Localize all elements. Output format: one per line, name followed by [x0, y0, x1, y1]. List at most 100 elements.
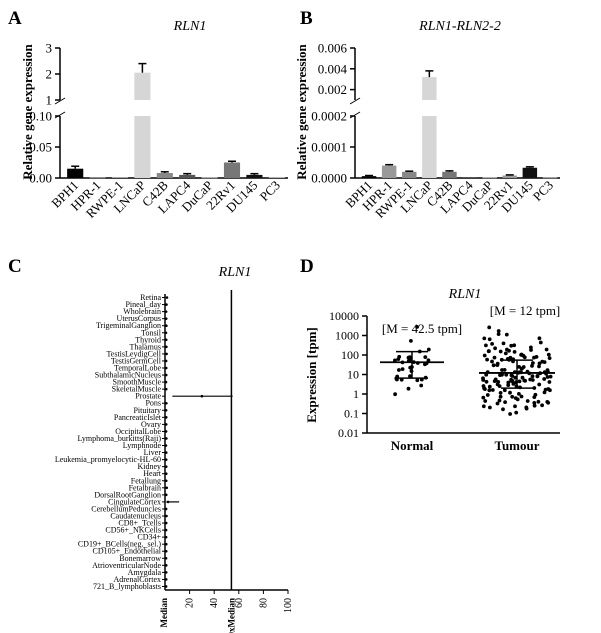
sample-dot	[490, 342, 494, 346]
sample-dot	[485, 393, 490, 397]
tissue-label: Pons	[145, 399, 161, 408]
sample-dot	[496, 380, 501, 384]
tissue-label: Lymphoma_burkitts(Raji)	[77, 434, 161, 443]
median-annotation: [M = 12 tpm]	[490, 303, 561, 318]
sample-dot	[415, 325, 419, 329]
tissue-label: CerebellumPeduncles	[91, 504, 161, 513]
y-tick-label: 100	[341, 348, 359, 362]
sample-dot	[536, 399, 541, 404]
tissue-median-point	[164, 423, 168, 426]
sample-dot	[400, 367, 405, 371]
panel-b-bar-chart: RLN1-RLN2-2 Relative gene expression 0.000…	[294, 19, 560, 221]
tissue-label: Kidney	[137, 462, 161, 471]
sample-dot	[497, 384, 502, 388]
sample-dot	[503, 400, 507, 404]
sample-dot	[525, 399, 530, 403]
sample-dot	[504, 332, 509, 337]
sample-dot	[530, 374, 535, 379]
tissue-median-point	[164, 317, 168, 320]
sample-dot	[496, 329, 501, 333]
tissue-label: Fetalbrain	[129, 483, 161, 492]
tissue-median-point	[164, 359, 168, 363]
y-tick-label: 0.05	[29, 140, 52, 155]
sample-dot	[482, 353, 487, 358]
panel-b-title: RLN1-RLN2-2	[418, 19, 501, 34]
y-tick-label: 1	[46, 93, 53, 108]
sample-dot	[481, 378, 486, 382]
tissue-label: Pituitary	[133, 406, 161, 415]
tissue-median-point	[165, 401, 168, 405]
sample-dot	[508, 390, 512, 395]
bar-lncap	[422, 77, 437, 100]
tissue-median-point	[164, 571, 168, 574]
sample-dot	[545, 375, 550, 379]
tissue-label: CD56+_NKCells	[105, 526, 161, 535]
y-tick-label: 0.1	[344, 407, 359, 421]
tissue-median-point	[166, 500, 170, 504]
sample-dot	[487, 388, 492, 393]
tissue-median-point	[164, 521, 168, 525]
tissue-median-point	[164, 493, 168, 497]
sample-dot	[505, 347, 509, 352]
sample-dot	[501, 407, 505, 412]
tissue-label: SkeletalMuscle	[112, 385, 162, 394]
sample-dot	[490, 388, 495, 392]
tissue-label: Thyroid	[135, 335, 161, 344]
sample-dot	[496, 332, 501, 336]
sample-dot	[510, 394, 515, 399]
y-axis-label: Relative gene expression	[20, 43, 35, 179]
tissue-label: Fetallung	[131, 476, 161, 485]
tissue-label: CingulateCortex	[108, 497, 161, 506]
tissue-label: SmoothMuscle	[113, 378, 162, 387]
tissue-median-point	[164, 338, 168, 342]
sample-dot	[532, 395, 537, 399]
tissue-median-point	[164, 549, 168, 553]
sample-dot	[482, 336, 487, 341]
sample-dot	[509, 377, 513, 382]
bar-lapc4	[462, 177, 477, 178]
sample-dot	[502, 368, 507, 372]
sample-dot	[486, 349, 491, 354]
sample-dot	[493, 377, 498, 382]
y-tick-label: 0.01	[338, 426, 359, 440]
sample-dot	[508, 412, 512, 416]
sample-dot	[509, 343, 514, 348]
x-tick-label: PC3	[530, 178, 556, 204]
tissue-median-point	[164, 387, 168, 391]
tissue-median-point	[164, 578, 168, 581]
bar-lncap-lower	[134, 116, 151, 178]
sample-dot	[426, 347, 431, 352]
x-tick-label: 100	[283, 598, 294, 613]
tissue-label: Thalamus	[129, 342, 161, 351]
sample-dot	[423, 355, 428, 359]
sample-dot	[498, 349, 503, 354]
sample-dot	[540, 403, 544, 408]
y-tick-label: 10000	[329, 309, 359, 323]
sample-dot	[495, 361, 500, 366]
bar-bph1	[67, 168, 84, 178]
sample-dot	[498, 373, 502, 377]
panel-d-title: RLN1	[448, 287, 482, 302]
bar-ducap	[482, 177, 497, 179]
tissue-median-point	[164, 507, 168, 511]
sample-dot	[519, 353, 523, 357]
tissue-label: TestisLeydigCell	[106, 349, 161, 358]
sample-dot	[532, 355, 536, 360]
sample-dot	[538, 340, 543, 345]
tissue-label: UterusCorpus	[117, 314, 161, 323]
sample-dot	[530, 378, 535, 382]
median-annotation: [M = 42.5 tpm]	[382, 321, 462, 336]
panel-c-title: RLN1	[218, 265, 252, 280]
sample-dot	[487, 325, 492, 330]
sample-dot	[529, 348, 533, 352]
sample-dot	[488, 405, 492, 410]
tissue-label: DorsalRootGanglion	[94, 490, 161, 499]
tissue-label: Pineal_day	[125, 300, 161, 309]
tissue-median-point	[165, 486, 169, 490]
tissue-median-point	[165, 514, 168, 518]
y-tick-label: 1	[353, 387, 359, 401]
tissue-label: CD8+_Tcells	[118, 519, 161, 528]
sample-dot	[532, 386, 537, 390]
bar-22rv1	[502, 175, 517, 178]
